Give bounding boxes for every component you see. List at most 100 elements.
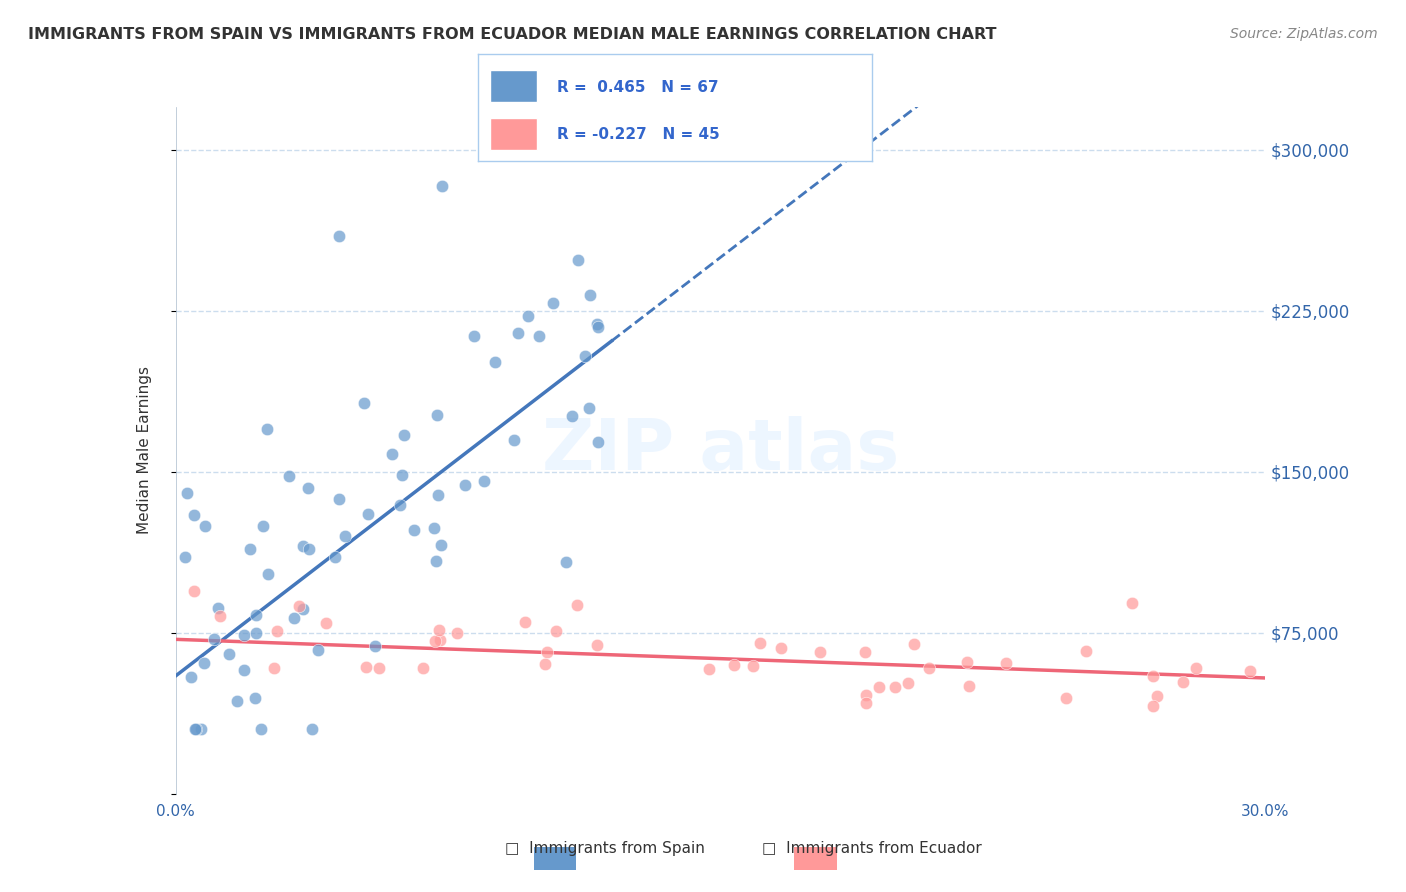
Point	[297, 541, 319, 556]
Y-axis label: Median Male Earnings: Median Male Earnings	[138, 367, 152, 534]
Point	[193, 657, 215, 671]
Point	[868, 680, 890, 694]
Point	[209, 609, 232, 624]
Point	[517, 309, 540, 323]
Point	[748, 636, 770, 650]
Point	[315, 616, 337, 631]
Point	[534, 657, 557, 671]
Point	[257, 567, 280, 582]
Point	[463, 328, 485, 343]
Point	[225, 694, 247, 708]
Point	[292, 602, 315, 616]
Point	[388, 498, 411, 512]
Point	[245, 607, 267, 622]
Point	[565, 599, 588, 613]
Point	[333, 529, 356, 543]
Text: □  Immigrants from Ecuador: □ Immigrants from Ecuador	[762, 841, 981, 856]
Point	[484, 355, 506, 369]
Text: R =  0.465   N = 67: R = 0.465 N = 67	[557, 80, 718, 95]
Point	[412, 660, 434, 674]
Point	[301, 723, 323, 737]
Point	[297, 481, 319, 495]
Point	[423, 521, 446, 535]
Point	[243, 691, 266, 706]
Point	[588, 319, 610, 334]
Point	[1142, 669, 1164, 683]
Point	[180, 669, 202, 683]
Point	[207, 601, 229, 615]
Point	[1142, 699, 1164, 714]
Point	[502, 433, 524, 447]
Point	[586, 639, 609, 653]
Text: ZIP atlas: ZIP atlas	[541, 416, 900, 485]
Text: R = -0.227   N = 45: R = -0.227 N = 45	[557, 128, 720, 143]
Point	[232, 628, 254, 642]
Point	[426, 409, 449, 423]
Text: IMMIGRANTS FROM SPAIN VS IMMIGRANTS FROM ECUADOR MEDIAN MALE EARNINGS CORRELATIO: IMMIGRANTS FROM SPAIN VS IMMIGRANTS FROM…	[28, 27, 997, 42]
Point	[183, 508, 205, 522]
Point	[808, 644, 831, 658]
Point	[853, 644, 876, 658]
Point	[283, 611, 305, 625]
Point	[190, 723, 212, 737]
Point	[855, 688, 877, 702]
Point	[527, 329, 550, 343]
Point	[202, 632, 225, 647]
Point	[328, 228, 350, 243]
Point	[173, 550, 195, 565]
Point	[741, 658, 763, 673]
Point	[855, 696, 877, 710]
Point	[957, 679, 980, 693]
Point	[402, 523, 425, 537]
Point	[453, 478, 475, 492]
Text: □  Immigrants from Spain: □ Immigrants from Spain	[505, 841, 704, 856]
Point	[1185, 661, 1208, 675]
Point	[994, 656, 1017, 670]
Point	[363, 639, 385, 653]
Point	[536, 645, 558, 659]
Point	[288, 599, 311, 614]
Point	[432, 179, 454, 194]
Point	[425, 554, 447, 568]
Point	[515, 615, 537, 629]
Bar	[489, 70, 537, 102]
Point	[356, 507, 378, 521]
Point	[1121, 596, 1143, 610]
Text: Source: ZipAtlas.com: Source: ZipAtlas.com	[1230, 27, 1378, 41]
Point	[1146, 689, 1168, 703]
Point	[252, 518, 274, 533]
Point	[218, 647, 240, 661]
Point	[546, 624, 568, 638]
Point	[256, 422, 278, 436]
Bar	[489, 118, 537, 150]
Point	[723, 658, 745, 673]
Point	[561, 409, 583, 423]
Point	[506, 326, 529, 340]
Point	[697, 662, 720, 676]
Point	[307, 642, 329, 657]
Point	[325, 550, 347, 565]
Point	[232, 664, 254, 678]
Point	[574, 349, 596, 363]
Point	[897, 675, 920, 690]
Point	[426, 487, 449, 501]
Point	[423, 634, 446, 648]
Point	[567, 252, 589, 267]
Point	[184, 723, 207, 737]
Point	[194, 518, 217, 533]
Point	[239, 541, 262, 556]
Point	[429, 632, 451, 647]
Point	[250, 723, 273, 737]
Point	[1173, 674, 1195, 689]
Point	[184, 723, 207, 737]
Point	[266, 624, 288, 638]
Point	[328, 492, 350, 507]
Point	[588, 435, 610, 450]
Point	[427, 624, 450, 638]
Point	[394, 427, 416, 442]
Point	[183, 584, 205, 599]
Point	[543, 296, 565, 310]
Point	[883, 680, 905, 694]
Point	[429, 538, 451, 552]
Point	[903, 637, 925, 651]
